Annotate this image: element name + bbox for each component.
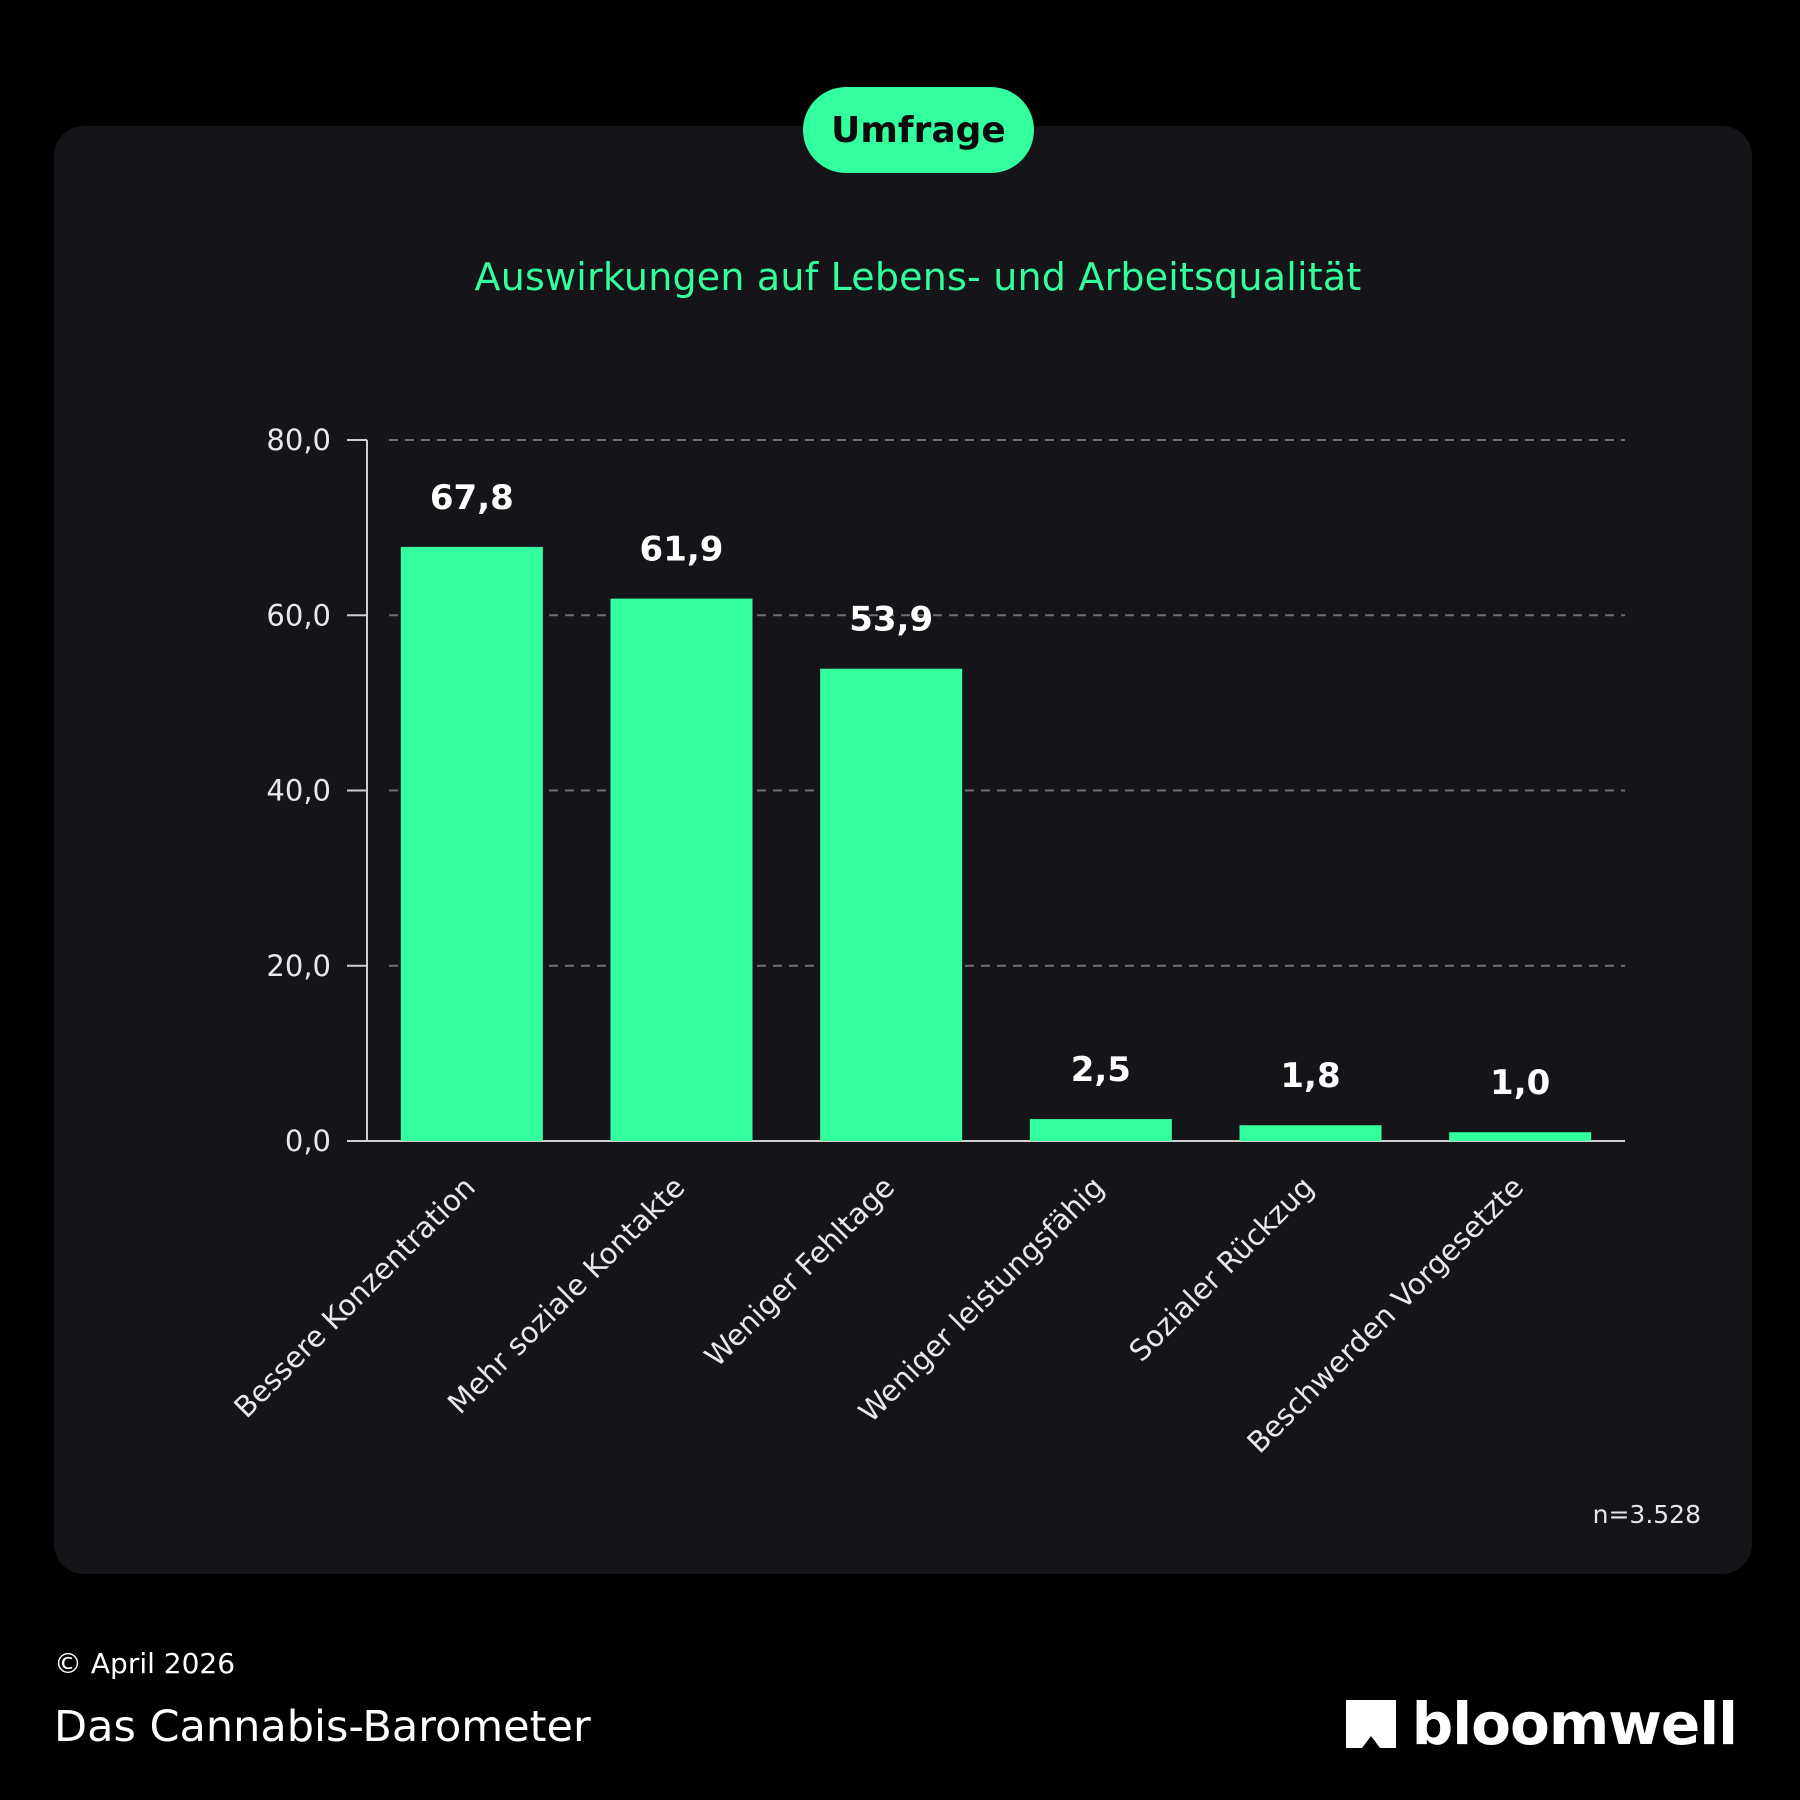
bar — [1449, 1132, 1592, 1141]
x-category-label: Sozialer Rückzug — [1122, 1170, 1320, 1368]
bar-value-label: 1,0 — [1490, 1063, 1550, 1103]
y-tick-label: 60,0 — [266, 598, 331, 632]
bar — [1029, 1119, 1172, 1141]
x-category-label: Weniger Fehltage — [698, 1170, 901, 1373]
copyright-date: © April 2026 — [54, 1647, 236, 1680]
x-category-label: Bessere Konzentration — [227, 1170, 481, 1424]
bar — [400, 546, 543, 1141]
bar-value-label: 1,8 — [1280, 1056, 1340, 1096]
publication-title: Das Cannabis-Barometer — [54, 1702, 591, 1752]
bar — [1239, 1125, 1382, 1141]
bar-value-label: 61,9 — [640, 530, 724, 570]
bar — [820, 668, 963, 1141]
bar — [610, 598, 753, 1141]
bar-value-label: 2,5 — [1071, 1050, 1131, 1090]
sample-size-label: n=3.528 — [1592, 1500, 1701, 1529]
bar-value-label: 53,9 — [849, 600, 933, 640]
bar-value-label: 67,8 — [430, 478, 514, 518]
brand-logo: bloomwell — [1345, 1690, 1738, 1758]
bloomwell-logo-icon — [1345, 1700, 1396, 1748]
x-category-label: Mehr soziale Kontakte — [441, 1170, 691, 1420]
y-tick-label: 40,0 — [266, 774, 331, 808]
y-tick-label: 0,0 — [285, 1124, 331, 1158]
x-category-label: Weniger leistungsfähig — [852, 1170, 1111, 1429]
chart-title: Auswirkungen auf Lebens- und Arbeitsqual… — [474, 255, 1362, 299]
y-tick-label: 20,0 — [266, 949, 331, 983]
y-tick-label: 80,0 — [266, 423, 331, 457]
brand-name: bloomwell — [1411, 1690, 1738, 1758]
survey-badge: Umfrage — [803, 87, 1034, 173]
